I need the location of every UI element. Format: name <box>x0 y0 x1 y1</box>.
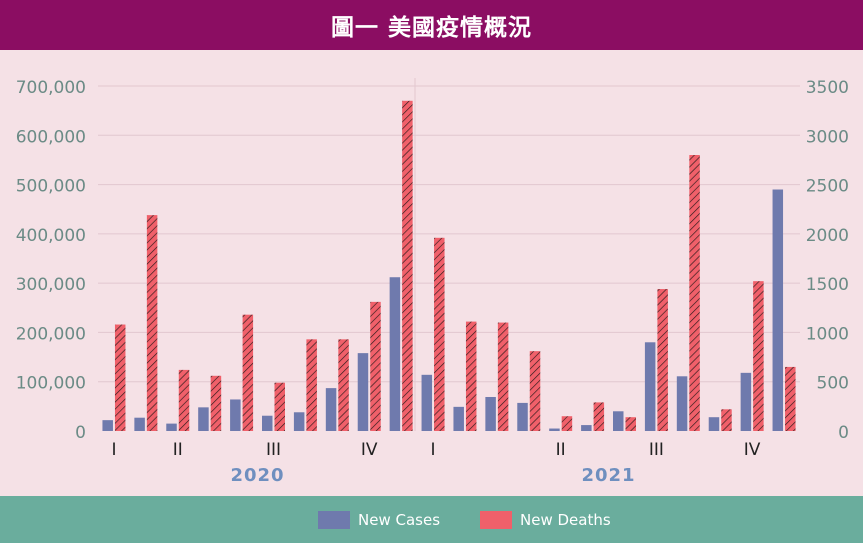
bar-new-cases <box>676 376 688 431</box>
bar-new-cases <box>740 372 752 431</box>
bar-new-cases <box>325 388 337 431</box>
bar-chart: 0 100,000 200,000 300,000 400,000 500,000 600,… <box>16 78 849 486</box>
bar-new-cases <box>262 415 273 431</box>
bar-new-deaths <box>593 402 605 431</box>
quarter-label: II <box>173 440 183 460</box>
bar-new-deaths <box>497 322 509 431</box>
bar-new-deaths <box>785 366 796 431</box>
bar-new-cases <box>166 423 177 431</box>
year-label: 2021 <box>581 465 635 486</box>
bar-new-deaths <box>146 215 158 431</box>
bar-new-cases <box>517 402 528 431</box>
bar-new-cases <box>293 412 305 431</box>
bar-new-cases <box>389 277 401 431</box>
bar-new-cases <box>453 406 464 431</box>
bar-new-cases <box>581 425 592 431</box>
left-tick-label: 700,000 <box>16 78 86 98</box>
bar-new-cases <box>102 420 113 431</box>
bar-new-cases <box>613 411 624 431</box>
left-tick-label: 400,000 <box>16 226 86 246</box>
legend-item-cases: New Cases <box>318 510 440 530</box>
legend-swatch-cases <box>318 511 350 529</box>
bar-new-deaths <box>306 339 317 431</box>
quarter-label: II <box>556 440 566 460</box>
right-tick-label: 2500 <box>806 177 849 197</box>
bar-new-cases <box>198 407 209 431</box>
bar-new-cases <box>134 417 145 431</box>
bar-new-deaths <box>753 281 764 431</box>
quarter-label: I <box>431 440 436 460</box>
bar-new-cases <box>772 189 784 431</box>
bar-new-deaths <box>402 100 413 432</box>
right-tick-label: 3500 <box>806 78 849 98</box>
bar-new-deaths <box>625 417 636 431</box>
legend-swatch-deaths <box>480 511 512 529</box>
right-tick-label: 1500 <box>806 275 849 295</box>
legend-label-cases: New Cases <box>358 511 441 529</box>
left-tick-label: 100,000 <box>16 374 86 394</box>
quarter-label: IV <box>361 440 378 460</box>
right-tick-label: 3000 <box>806 127 849 147</box>
quarter-label: III <box>266 440 281 460</box>
right-tick-label: 1000 <box>806 324 849 344</box>
bar-new-deaths <box>465 321 477 431</box>
plot-area: 0 100,000 200,000 300,000 400,000 500,000 600,… <box>0 50 863 496</box>
bar-new-deaths <box>274 382 285 431</box>
year-label: 2020 <box>230 465 284 486</box>
bar-new-cases <box>708 417 720 431</box>
bars <box>102 100 796 432</box>
legend-item-deaths: New Deaths <box>480 510 611 530</box>
left-tick-label: 600,000 <box>16 127 86 147</box>
bar-new-cases <box>230 399 241 431</box>
title-bar: 圖一 美國疫情概況 <box>0 0 863 50</box>
right-tick-label: 2000 <box>806 226 849 246</box>
left-tick-label: 300,000 <box>16 275 86 295</box>
bar-new-cases <box>357 353 369 431</box>
bar-new-deaths <box>721 409 732 431</box>
quarter-label: III <box>649 440 664 460</box>
bar-new-cases <box>485 396 496 431</box>
chart-title: 圖一 美國疫情概況 <box>330 15 532 41</box>
bar-new-cases <box>421 374 433 431</box>
right-axis-ticks: 0 500 1000 1500 2000 2500 3000 3500 <box>806 78 849 443</box>
right-tick-label: 500 <box>817 374 849 394</box>
right-tick-label: 0 <box>838 423 849 443</box>
left-tick-label: 0 <box>75 423 86 443</box>
bar-new-deaths <box>210 375 222 431</box>
left-tick-label: 500,000 <box>16 177 86 197</box>
quarter-label: I <box>111 440 116 460</box>
bar-new-cases <box>644 342 656 431</box>
quarter-label: IV <box>744 440 761 460</box>
bar-new-deaths <box>529 351 541 431</box>
bar-new-deaths <box>338 339 349 431</box>
bar-new-deaths <box>178 369 190 431</box>
legend: New Cases New Deaths <box>0 496 863 543</box>
legend-label-deaths: New Deaths <box>520 511 611 529</box>
bar-new-deaths <box>434 237 445 431</box>
bar-new-deaths <box>114 324 126 431</box>
bar-new-deaths <box>561 416 573 431</box>
bar-new-deaths <box>657 289 668 431</box>
gridlines <box>98 78 800 431</box>
left-axis-ticks: 0 100,000 200,000 300,000 400,000 500,000 600,… <box>16 78 86 443</box>
bar-new-cases <box>549 428 560 431</box>
bar-new-deaths <box>689 155 700 431</box>
bar-new-deaths <box>242 314 254 431</box>
left-tick-label: 200,000 <box>16 324 86 344</box>
bar-new-deaths <box>370 301 381 431</box>
